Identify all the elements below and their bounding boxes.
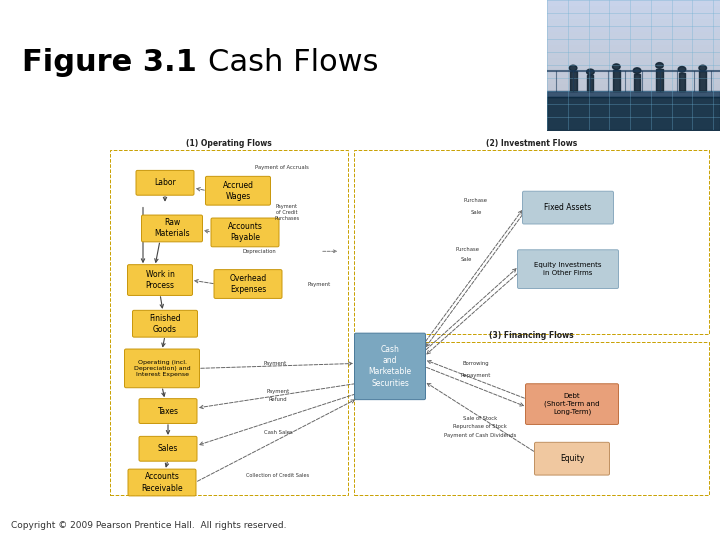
FancyBboxPatch shape — [523, 191, 613, 224]
Text: Overhead
Expenses: Overhead Expenses — [230, 274, 266, 294]
Text: Payment: Payment — [308, 281, 331, 287]
Text: (1) Operating Flows: (1) Operating Flows — [186, 139, 272, 148]
Text: Copyright © 2009 Pearson Prentice Hall.  All rights reserved.: Copyright © 2009 Pearson Prentice Hall. … — [11, 521, 287, 530]
Text: Figure 3.1: Figure 3.1 — [22, 48, 197, 77]
Bar — [547, 52, 720, 58]
Text: Cash Flows: Cash Flows — [208, 48, 379, 77]
Text: Debt
(Short-Term and
Long-Term): Debt (Short-Term and Long-Term) — [544, 393, 600, 415]
Text: Fixed Assets: Fixed Assets — [544, 203, 592, 212]
Text: Payment: Payment — [264, 361, 287, 366]
Circle shape — [634, 68, 641, 73]
Text: Cash
and
Marketable
Securities: Cash and Marketable Securities — [369, 345, 412, 388]
Bar — [110, 150, 348, 495]
Text: Raw
Materials: Raw Materials — [154, 218, 190, 239]
Circle shape — [613, 64, 620, 70]
FancyBboxPatch shape — [518, 250, 618, 288]
FancyBboxPatch shape — [214, 269, 282, 299]
Bar — [354, 150, 709, 334]
Circle shape — [570, 65, 577, 71]
Text: Payment of Accruals: Payment of Accruals — [255, 165, 309, 171]
FancyBboxPatch shape — [205, 177, 271, 205]
FancyBboxPatch shape — [132, 310, 197, 337]
Bar — [547, 39, 720, 45]
Bar — [547, 97, 720, 104]
FancyBboxPatch shape — [354, 333, 426, 400]
Bar — [547, 58, 720, 65]
Bar — [547, 19, 720, 26]
Text: Equity: Equity — [560, 454, 584, 463]
Text: Work in
Process: Work in Process — [145, 270, 174, 290]
Text: Borrowing: Borrowing — [463, 361, 490, 366]
Text: Repayment: Repayment — [461, 373, 491, 378]
Bar — [547, 91, 720, 97]
Bar — [547, 71, 720, 78]
FancyBboxPatch shape — [211, 218, 279, 247]
Text: Payment: Payment — [266, 389, 289, 394]
FancyBboxPatch shape — [534, 442, 610, 475]
Bar — [547, 78, 720, 84]
Text: Refund: Refund — [269, 397, 287, 402]
Text: Accounts
Receivable: Accounts Receivable — [141, 472, 183, 492]
Text: (3) Financing Flows: (3) Financing Flows — [489, 330, 574, 340]
Text: Payment of Cash Dividends: Payment of Cash Dividends — [444, 434, 516, 438]
Text: Sale of Stock: Sale of Stock — [463, 415, 497, 421]
Circle shape — [656, 63, 663, 68]
Bar — [354, 342, 709, 495]
Bar — [547, 45, 720, 52]
Text: (2) Investment Flows: (2) Investment Flows — [486, 139, 577, 148]
Text: Sale: Sale — [460, 256, 472, 262]
Text: Equity Investments
in Other Firms: Equity Investments in Other Firms — [534, 262, 602, 276]
Bar — [547, 6, 720, 13]
FancyBboxPatch shape — [127, 265, 192, 295]
Bar — [547, 65, 720, 71]
Bar — [547, 84, 720, 91]
Circle shape — [587, 69, 594, 75]
Text: Payment
of Credit
Purchases: Payment of Credit Purchases — [274, 204, 300, 221]
Bar — [547, 26, 720, 32]
Bar — [547, 123, 720, 130]
FancyBboxPatch shape — [526, 384, 618, 424]
Bar — [547, 104, 720, 110]
Text: Finished
Goods: Finished Goods — [149, 314, 181, 334]
Text: Operating (incl.
Depreciation) and
Interest Expense: Operating (incl. Depreciation) and Inter… — [134, 360, 190, 377]
Circle shape — [699, 65, 706, 71]
Bar — [547, 117, 720, 123]
Bar — [547, 0, 720, 6]
FancyBboxPatch shape — [128, 469, 196, 496]
FancyBboxPatch shape — [139, 436, 197, 461]
Text: Labor: Labor — [154, 178, 176, 187]
Text: Taxes: Taxes — [158, 407, 179, 416]
Text: Cash Sales: Cash Sales — [264, 430, 292, 435]
Text: Repurchase of Stock: Repurchase of Stock — [453, 424, 507, 429]
Text: Accrued
Wages: Accrued Wages — [222, 181, 253, 201]
Text: Sale: Sale — [470, 210, 482, 215]
Text: Depreciation: Depreciation — [242, 249, 276, 254]
Text: Sales: Sales — [158, 444, 178, 453]
Bar — [547, 110, 720, 117]
Text: 3-12: 3-12 — [609, 516, 658, 535]
Bar — [547, 13, 720, 19]
FancyBboxPatch shape — [125, 349, 199, 388]
Circle shape — [678, 66, 685, 72]
Text: Accounts
Payable: Accounts Payable — [228, 222, 262, 242]
FancyBboxPatch shape — [142, 215, 202, 242]
Text: Purchase: Purchase — [464, 198, 488, 203]
Text: Purchase: Purchase — [456, 247, 480, 252]
FancyBboxPatch shape — [139, 399, 197, 423]
Text: Collection of Credit Sales: Collection of Credit Sales — [246, 473, 310, 478]
Bar — [547, 32, 720, 39]
FancyBboxPatch shape — [136, 171, 194, 195]
